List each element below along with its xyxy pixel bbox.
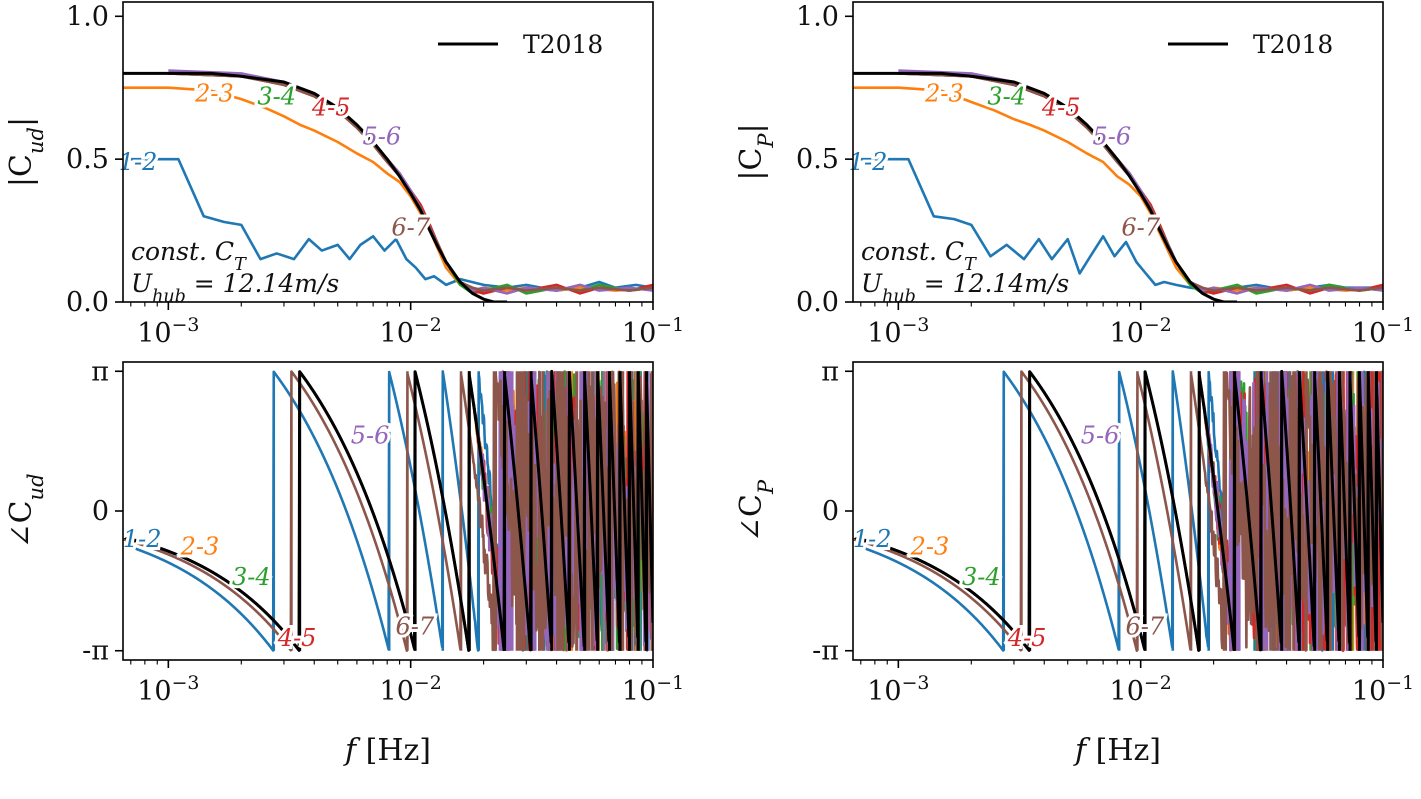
series-line-T2018 (853, 369, 1383, 652)
legend: T2018 (438, 30, 603, 59)
curve-label-1-2: 1-2 (853, 525, 892, 553)
curve-label-2-3: 2-3 (910, 533, 950, 561)
series-line-T2018 (123, 369, 653, 652)
y-axis-label: |Cud| (4, 117, 48, 187)
curve-label-6-7: 6-7 (395, 613, 434, 641)
curve-label-3-4: 3-4 (962, 563, 1001, 591)
x-tick-label: 10−1 (1352, 672, 1414, 707)
annotation-line2: Uhub = 12.14m/s (861, 269, 1069, 307)
curve-label-5-6: 5-6 (351, 421, 390, 449)
legend-label: T2018 (523, 30, 603, 59)
panel-mag-p: 1-2 2-3 3-4 4-5 5-6 6-7 0.0 0.5 1.0 10−3 10−2 10−1 |… (734, 1, 1414, 349)
legend-label: T2018 (1253, 30, 1333, 59)
series-line-T2018 (853, 71, 1238, 302)
y-tick-label: 0.5 (796, 144, 839, 175)
curve-label-2-3: 2-3 (924, 79, 964, 107)
series-group (853, 369, 1383, 652)
curve-label-5-6: 5-6 (362, 122, 401, 150)
x-axis-label: f [Hz] (1073, 733, 1161, 768)
curve-label-3-4: 3-4 (232, 563, 271, 591)
x-tick-label: 10−3 (137, 314, 199, 349)
curve-label-6-7: 6-7 (1125, 613, 1164, 641)
y-tick-label: π (821, 356, 839, 387)
annotation-line2: Uhub = 12.14m/s (131, 269, 339, 307)
curve-label-1-2: 1-2 (119, 148, 158, 176)
axes-frame (852, 1, 1384, 303)
x-tick-label: 10−3 (867, 314, 929, 349)
y-tick-label: π (91, 356, 109, 387)
panel-phase-ud: 1-2 2-3 3-4 4-5 5-6 6-7 -π 0 π 10−3 10−2 10−1 ∠Cud f … (4, 356, 684, 768)
y-tick-label: 0 (822, 496, 839, 527)
y-axis-label: ∠CP (734, 479, 778, 542)
panel-phase-p: 1-2 2-3 3-4 4-5 5-6 6-7 -π 0 π 10−3 10−2 10−1 ∠CP f [… (734, 356, 1414, 768)
x-tick-label: 10−2 (1110, 314, 1172, 349)
curve-label-6-7: 6-7 (1121, 214, 1160, 242)
curve-label-2-3: 2-3 (194, 79, 234, 107)
y-tick-label: 0.0 (66, 287, 109, 318)
y-tick-label: -π (82, 636, 109, 667)
series-group (853, 69, 1383, 302)
x-tick-label: 10−3 (137, 672, 199, 707)
curve-label-3-4: 3-4 (987, 82, 1026, 110)
legend: T2018 (1168, 30, 1333, 59)
x-tick-label: 10−1 (1352, 314, 1414, 349)
x-tick-label: 10−3 (867, 672, 929, 707)
panel-mag-ud: 1-2 2-3 3-4 4-5 5-6 6-7 0.0 0.5 1.0 10−3 10−2 10−1 |… (4, 1, 684, 349)
y-tick-label: 0.5 (66, 144, 109, 175)
curve-label-1-2: 1-2 (849, 148, 888, 176)
x-tick-label: 10−2 (380, 314, 442, 349)
x-tick-label: 10−2 (380, 672, 442, 707)
curve-label-4-5: 4-5 (277, 624, 317, 652)
y-tick-label: 0 (92, 496, 109, 527)
y-tick-label: 1.0 (796, 1, 839, 32)
series-group (123, 69, 653, 302)
x-tick-label: 10−2 (1110, 672, 1172, 707)
curve-label-2-3: 2-3 (180, 533, 220, 561)
x-tick-label: 10−1 (622, 672, 684, 707)
series-line-T2018 (123, 71, 508, 302)
x-axis-label: f [Hz] (343, 733, 431, 768)
annotation-line1: const. CT (861, 237, 977, 275)
y-tick-label: -π (812, 636, 839, 667)
y-tick-label: 0.0 (796, 287, 839, 318)
x-tick-label: 10−1 (622, 314, 684, 349)
curve-label-6-7: 6-7 (391, 214, 430, 242)
axes-frame (122, 1, 654, 303)
curve-label-5-6: 5-6 (1092, 122, 1131, 150)
curve-label-4-5: 4-5 (1007, 624, 1047, 652)
y-axis-label: |CP| (734, 123, 778, 180)
annotation-line1: const. CT (131, 237, 247, 275)
curve-label-3-4: 3-4 (257, 82, 296, 110)
curve-label-4-5: 4-5 (1041, 94, 1081, 122)
curve-label-1-2: 1-2 (123, 525, 162, 553)
y-axis-label: ∠Cud (4, 473, 48, 548)
curve-label-4-5: 4-5 (311, 94, 351, 122)
series-group (123, 369, 653, 653)
y-tick-label: 1.0 (66, 1, 109, 32)
curve-label-5-6: 5-6 (1081, 421, 1120, 449)
